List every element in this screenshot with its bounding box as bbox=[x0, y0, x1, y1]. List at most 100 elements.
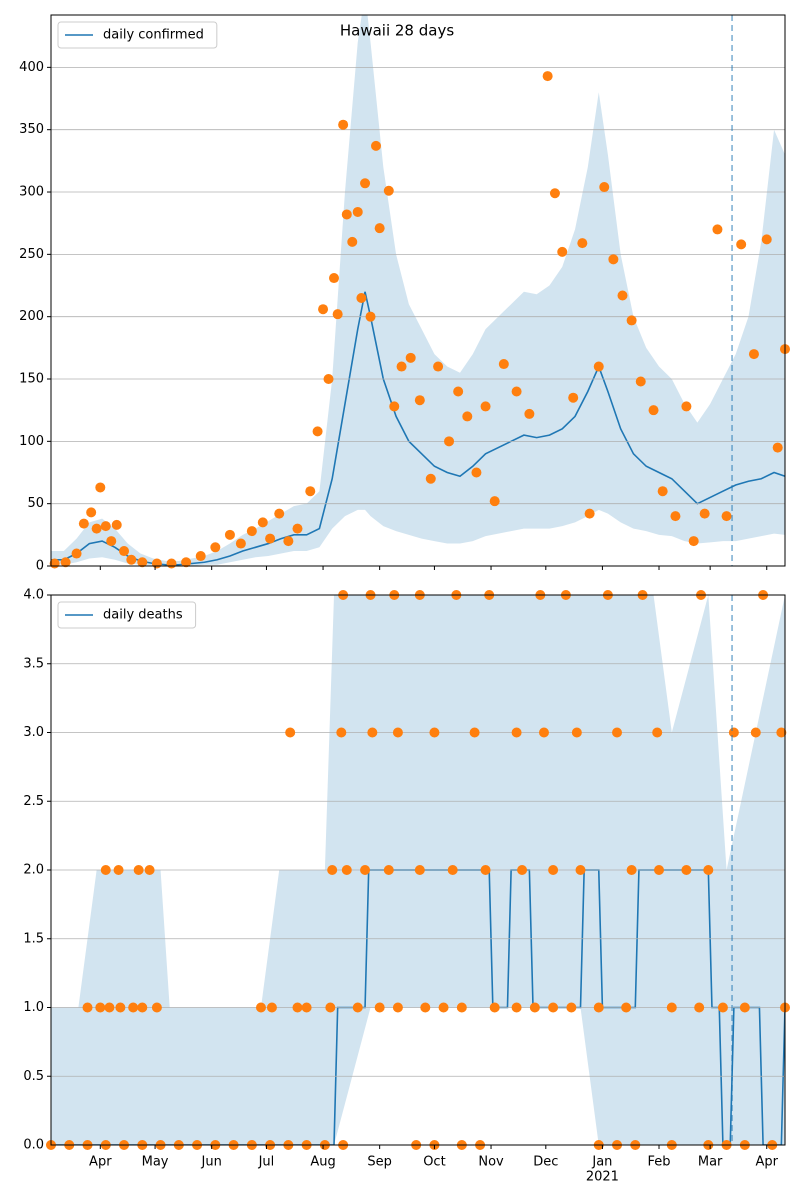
legend-label: daily deaths bbox=[103, 608, 183, 623]
data-point bbox=[128, 1002, 139, 1013]
data-point bbox=[100, 521, 111, 532]
data-point bbox=[456, 1002, 467, 1013]
data-point bbox=[736, 239, 747, 250]
data-point bbox=[371, 140, 382, 151]
data-point bbox=[323, 374, 334, 385]
data-point bbox=[405, 352, 416, 363]
data-point bbox=[352, 1002, 363, 1013]
data-point bbox=[699, 508, 710, 519]
y-tick-label: 200 bbox=[19, 309, 44, 324]
data-point bbox=[144, 865, 155, 875]
data-point bbox=[517, 865, 528, 875]
data-point bbox=[599, 182, 610, 193]
data-point bbox=[712, 224, 723, 235]
x-tick-label: May bbox=[142, 1155, 169, 1170]
data-point bbox=[688, 536, 699, 547]
data-point bbox=[325, 1002, 336, 1013]
data-point bbox=[438, 1002, 449, 1013]
data-point bbox=[318, 304, 329, 315]
y-tick-label: 1.5 bbox=[23, 931, 44, 946]
data-point bbox=[115, 1002, 126, 1013]
data-point bbox=[166, 558, 177, 569]
legend-box bbox=[57, 601, 197, 629]
y-tick-label: 0 bbox=[36, 559, 44, 574]
y-tick-label: 100 bbox=[19, 434, 44, 449]
data-point bbox=[347, 236, 358, 247]
data-point bbox=[571, 727, 582, 738]
data-point bbox=[626, 865, 637, 875]
y-tick-label: 2.5 bbox=[23, 794, 44, 809]
x-tick-label: Sep bbox=[367, 1155, 392, 1170]
data-point bbox=[95, 1002, 106, 1013]
data-point bbox=[772, 442, 783, 453]
data-point bbox=[681, 865, 692, 875]
data-point bbox=[151, 558, 162, 569]
data-point bbox=[721, 511, 732, 522]
y-tick-label: 250 bbox=[19, 247, 44, 262]
data-point bbox=[100, 865, 111, 875]
data-point bbox=[78, 518, 89, 529]
data-point bbox=[265, 533, 276, 544]
legend: daily deaths bbox=[57, 601, 197, 629]
data-point bbox=[374, 1002, 385, 1013]
data-point bbox=[575, 865, 586, 875]
data-point bbox=[566, 1002, 577, 1013]
data-point bbox=[429, 727, 440, 738]
data-point bbox=[235, 538, 246, 549]
x-tick-label: Feb bbox=[647, 1155, 670, 1170]
y-tick-label: 350 bbox=[19, 122, 44, 137]
x-year-label: 2021 bbox=[586, 1170, 619, 1185]
data-point bbox=[71, 548, 82, 559]
data-point bbox=[548, 865, 559, 875]
data-point bbox=[389, 401, 400, 412]
x-tick-label: Jan bbox=[591, 1155, 612, 1170]
data-point bbox=[717, 1002, 728, 1013]
data-point bbox=[681, 401, 692, 412]
data-point bbox=[111, 519, 122, 530]
data-point bbox=[210, 542, 221, 553]
data-point bbox=[246, 526, 257, 537]
data-point bbox=[511, 1002, 522, 1013]
data-point bbox=[137, 557, 148, 568]
x-tick-label: Nov bbox=[478, 1155, 504, 1170]
data-point bbox=[360, 178, 371, 189]
data-point bbox=[106, 536, 117, 547]
data-point bbox=[356, 292, 367, 303]
data-point bbox=[126, 554, 137, 565]
data-point bbox=[341, 209, 352, 220]
data-point bbox=[739, 1002, 750, 1013]
data-point bbox=[557, 246, 568, 257]
data-point bbox=[420, 1002, 431, 1013]
y-tick-label: 3.0 bbox=[23, 725, 44, 740]
data-point bbox=[433, 361, 444, 372]
data-point bbox=[694, 1002, 705, 1013]
axes-frame bbox=[50, 594, 786, 1146]
data-point bbox=[327, 865, 338, 875]
data-point bbox=[761, 234, 772, 245]
data-point bbox=[621, 1002, 632, 1013]
data-point bbox=[137, 1002, 148, 1013]
y-tick-label: 0.0 bbox=[23, 1138, 44, 1153]
y-tick-label: 150 bbox=[19, 372, 44, 387]
data-point bbox=[383, 865, 394, 875]
x-tick-label: Dec bbox=[533, 1155, 558, 1170]
data-point bbox=[104, 1002, 115, 1013]
data-point bbox=[336, 727, 347, 738]
y-tick-label: 50 bbox=[27, 496, 44, 511]
data-point bbox=[82, 1002, 93, 1013]
data-point bbox=[383, 185, 394, 196]
data-point bbox=[195, 551, 206, 562]
y-tick-label: 4.0 bbox=[23, 588, 44, 603]
data-point bbox=[524, 408, 535, 419]
data-point bbox=[266, 1002, 277, 1013]
data-point bbox=[365, 311, 376, 322]
data-point bbox=[374, 223, 385, 234]
data-point bbox=[703, 865, 714, 875]
data-point bbox=[471, 467, 482, 478]
data-point bbox=[133, 865, 144, 875]
data-point bbox=[498, 359, 509, 370]
data-point bbox=[577, 238, 588, 249]
data-point bbox=[542, 71, 553, 82]
data-point bbox=[748, 349, 759, 360]
